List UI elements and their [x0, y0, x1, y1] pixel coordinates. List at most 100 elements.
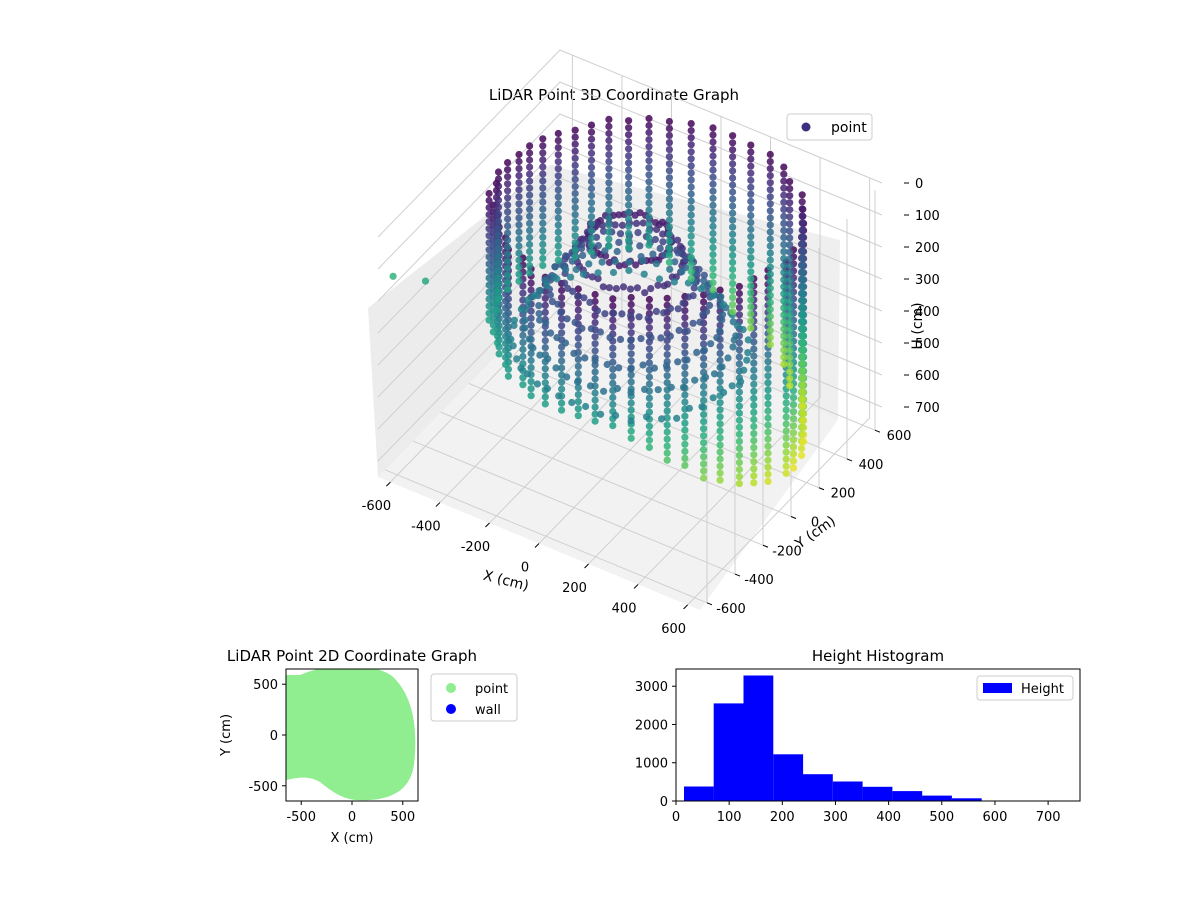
data-point-3d — [747, 282, 755, 290]
data-point-3d — [798, 310, 806, 318]
x-tick-mark-3d — [584, 563, 589, 569]
data-point-3d — [504, 215, 512, 223]
data-point-3d — [494, 224, 503, 232]
point-cloud-3d — [389, 114, 808, 488]
data-point-3d — [782, 469, 790, 477]
data-point-3d — [587, 206, 596, 214]
data-point-3d — [485, 239, 493, 247]
data-point-3d — [750, 345, 758, 353]
data-point-3d — [494, 288, 503, 296]
data-point-3d — [665, 230, 674, 238]
data-point-3d — [780, 304, 788, 312]
data-point-3d — [786, 290, 794, 298]
data-point-3d — [750, 465, 758, 473]
data-point-3d — [735, 395, 744, 403]
data-point-3d — [587, 227, 596, 235]
data-point-3d — [716, 413, 724, 421]
legend-hist: Height — [976, 675, 1074, 701]
data-point-3d — [485, 281, 493, 289]
data-point-3d — [681, 349, 689, 357]
data-point-3d — [574, 378, 582, 386]
data-point-3d — [750, 366, 758, 374]
data-point-3d — [591, 403, 599, 411]
data-point-3d — [716, 349, 724, 357]
data-point-3d — [539, 142, 547, 150]
grid-line-x — [637, 157, 821, 585]
data-point-3d — [733, 322, 742, 330]
data-point-3d — [709, 251, 717, 259]
data-point-3d — [647, 285, 655, 293]
data-point-3d — [554, 186, 562, 194]
data-point-3d — [627, 399, 635, 407]
data-point-3d — [673, 236, 682, 244]
data-point-3d — [764, 421, 772, 429]
data-point-3d — [750, 422, 758, 431]
data-point-3d — [747, 261, 755, 269]
data-point-3d — [526, 212, 534, 220]
data-point-3d — [558, 329, 566, 337]
data-point-3d — [697, 285, 705, 293]
data-point-3d — [515, 242, 523, 250]
data-point-3d — [716, 399, 724, 407]
data-point-3d — [586, 382, 595, 390]
data-point-3d — [645, 380, 654, 388]
data-point-3d — [591, 396, 599, 404]
z-tick-label-3d: 700 — [915, 401, 940, 416]
data-point-3d — [627, 406, 635, 414]
data-point-3d — [739, 326, 747, 334]
data-point-3d — [625, 138, 633, 146]
data-point-3d — [766, 284, 774, 292]
data-point-3d — [786, 304, 794, 312]
data-point-3d — [485, 274, 493, 282]
data-point-3d — [591, 417, 599, 425]
data-point-3d — [587, 142, 596, 150]
y-tick-label-hist: 0 — [660, 795, 668, 810]
data-point-3d — [766, 193, 774, 201]
y-tick-label-3d: 0 — [811, 516, 819, 531]
data-point-3d — [504, 187, 512, 195]
data-point-3d — [687, 204, 695, 212]
data-point-3d — [780, 177, 788, 185]
data-point-3d — [747, 247, 755, 255]
data-point-3d — [485, 288, 493, 296]
chart-3d-title: LiDAR Point 3D Coordinate Graph — [489, 86, 739, 104]
data-point-3d — [665, 146, 674, 154]
data-point-3d — [744, 349, 752, 357]
data-point-3d — [780, 311, 788, 319]
data-point-3d — [687, 169, 695, 177]
data-point-3d — [645, 295, 654, 304]
data-point-3d — [798, 317, 806, 326]
data-point-3d — [780, 248, 788, 256]
data-point-3d — [729, 343, 737, 351]
y-tick-label-3d: -600 — [716, 602, 746, 617]
data-point-3d — [515, 193, 523, 201]
data-point-3d — [716, 427, 724, 435]
data-point-3d — [539, 198, 547, 206]
data-point-3d — [603, 360, 611, 369]
data-point-3d — [609, 422, 617, 430]
x-tick-label-hist: 400 — [876, 810, 901, 825]
data-point-3d — [605, 235, 613, 243]
data-point-3d — [665, 153, 674, 161]
data-point-3d — [716, 448, 724, 456]
data-point-3d — [747, 254, 755, 262]
legend-3d-label-point: point — [831, 120, 867, 136]
data-point-3d — [574, 405, 582, 413]
data-point-3d — [627, 434, 635, 442]
data-point-3d — [780, 212, 788, 220]
data-point-3d — [766, 165, 774, 173]
data-point-3d — [587, 135, 596, 143]
data-point-3d — [789, 394, 798, 402]
data-point-3d — [558, 286, 566, 295]
data-point-3d — [517, 305, 526, 313]
data-point-3d — [786, 361, 794, 369]
y-tick-label-hist: 2000 — [635, 718, 668, 733]
data-point-3d — [574, 384, 582, 392]
data-point-3d — [681, 370, 689, 378]
data-point-3d — [571, 225, 579, 233]
data-point-3d — [627, 371, 635, 379]
data-point-3d — [504, 372, 512, 380]
data-point-3d — [670, 278, 679, 286]
data-point-3d — [515, 277, 523, 285]
data-point-3d — [780, 269, 788, 277]
